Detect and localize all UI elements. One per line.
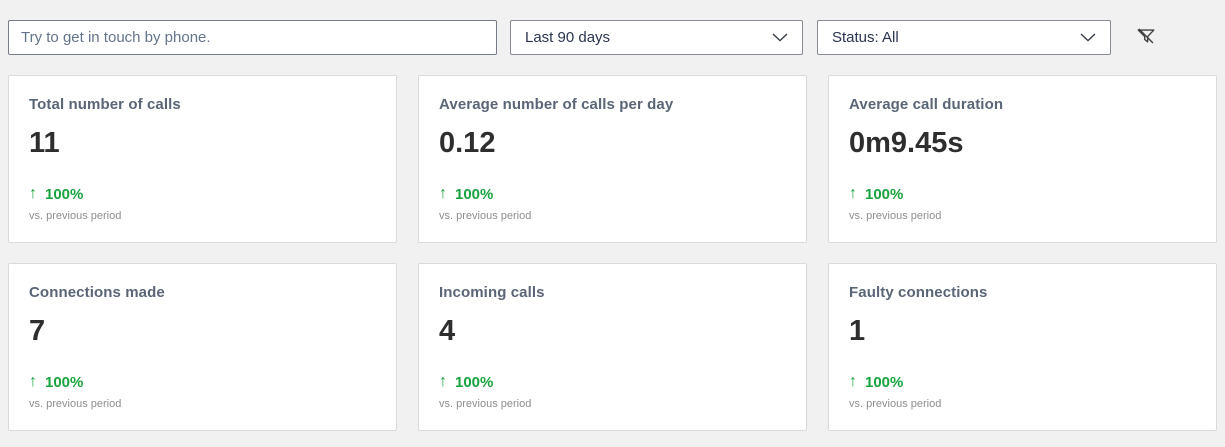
card-value: 11: [29, 127, 60, 159]
trend-up-arrow-icon: ↑: [29, 185, 37, 202]
trend-up-arrow-icon: ↑: [439, 185, 447, 202]
stat-card-avg-calls-per-day: Average number of calls per day 0.12 ↑ 1…: [418, 75, 807, 243]
status-dropdown[interactable]: Status: All: [817, 20, 1111, 55]
card-title: Average call duration: [849, 96, 1004, 113]
stat-card-total-calls: Total number of calls 11 ↑ 100% vs. prev…: [8, 75, 397, 243]
card-trend: ↑ 100%: [29, 185, 376, 203]
status-value: Status: All: [832, 29, 899, 46]
trend-up-arrow-icon: ↑: [439, 373, 447, 390]
card-value: 1: [849, 315, 866, 347]
clear-filters-button[interactable]: [1131, 23, 1161, 53]
card-note: vs. previous period: [29, 398, 122, 410]
trend-percent: 100%: [455, 373, 494, 391]
stat-card-incoming-calls: Incoming calls 4 ↑ 100% vs. previous per…: [418, 263, 807, 431]
date-range-value: Last 90 days: [525, 29, 611, 46]
card-title: Incoming calls: [439, 284, 545, 301]
trend-percent: 100%: [455, 185, 494, 203]
card-value: 0.12: [439, 127, 496, 159]
card-title: Total number of calls: [29, 96, 181, 113]
trend-percent: 100%: [45, 373, 84, 391]
chevron-down-icon: [772, 33, 788, 42]
date-range-dropdown[interactable]: Last 90 days: [510, 20, 803, 55]
trend-up-arrow-icon: ↑: [849, 185, 857, 202]
card-note: vs. previous period: [849, 210, 942, 222]
trend-up-arrow-icon: ↑: [29, 373, 37, 390]
trend-percent: 100%: [865, 373, 904, 391]
trend-percent: 100%: [865, 185, 904, 203]
card-note: vs. previous period: [439, 398, 532, 410]
card-title: Average number of calls per day: [439, 96, 674, 113]
stats-grid: Total number of calls 11 ↑ 100% vs. prev…: [8, 75, 1217, 431]
card-trend: ↑ 100%: [439, 373, 786, 391]
card-title: Faulty connections: [849, 284, 988, 301]
stat-card-connections-made: Connections made 7 ↑ 100% vs. previous p…: [8, 263, 397, 431]
trend-up-arrow-icon: ↑: [849, 373, 857, 390]
card-note: vs. previous period: [29, 210, 122, 222]
card-trend: ↑ 100%: [29, 373, 376, 391]
chevron-down-icon: [1080, 33, 1096, 42]
card-trend: ↑ 100%: [849, 373, 1196, 391]
card-value: 4: [439, 315, 456, 347]
trend-percent: 100%: [45, 185, 84, 203]
card-note: vs. previous period: [439, 210, 532, 222]
card-value: 0m9.45s: [849, 127, 964, 159]
filter-off-icon: [1135, 25, 1157, 50]
card-trend: ↑ 100%: [849, 185, 1196, 203]
card-value: 7: [29, 315, 46, 347]
search-input[interactable]: [8, 20, 497, 55]
card-trend: ↑ 100%: [439, 185, 786, 203]
stat-card-avg-call-duration: Average call duration 0m9.45s ↑ 100% vs.…: [828, 75, 1217, 243]
card-note: vs. previous period: [849, 398, 942, 410]
stat-card-faulty-connections: Faulty connections 1 ↑ 100% vs. previous…: [828, 263, 1217, 431]
card-title: Connections made: [29, 284, 165, 301]
filter-bar: Last 90 days Status: All: [0, 0, 1225, 55]
